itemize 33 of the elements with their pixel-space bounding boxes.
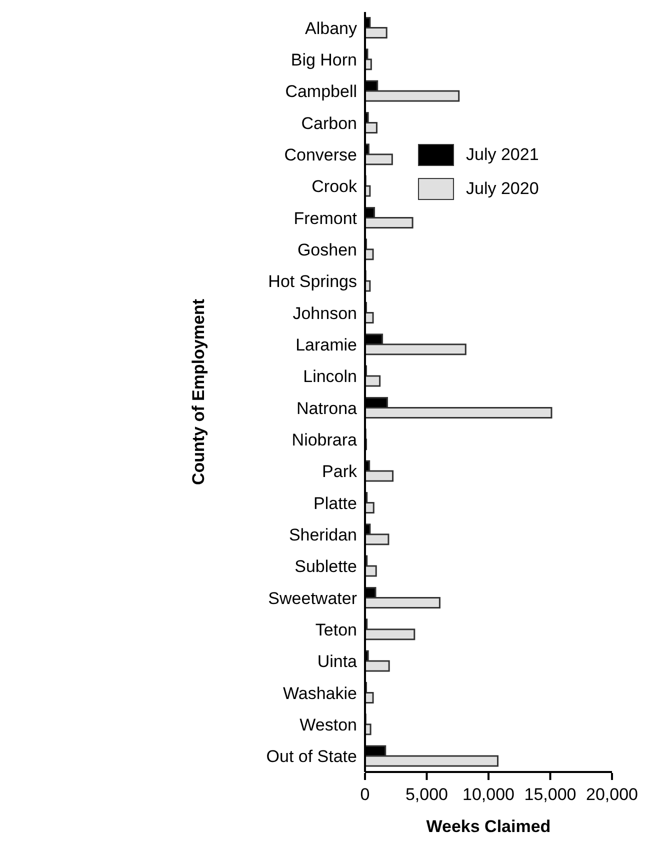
y-tick-label: Platte xyxy=(314,494,357,513)
y-tick-label: Park xyxy=(322,462,358,482)
y-tick-label: Out of State xyxy=(266,747,357,766)
y-tick-label: Goshen xyxy=(297,240,357,260)
y-tick-label: Natrona xyxy=(296,398,358,418)
y-tick-label: Carbon xyxy=(301,114,357,133)
y-tick-label: Sheridan xyxy=(288,526,357,545)
y-axis-title: County of Employment xyxy=(189,298,208,486)
x-tick-label: 15,000 xyxy=(524,785,576,804)
y-tick-label: Niobrara xyxy=(292,430,358,450)
y-tick-label: Hot Springs xyxy=(268,272,357,292)
y-tick-label: Sublette xyxy=(294,557,357,576)
y-tick-label: Washakie xyxy=(282,684,357,703)
x-tick-label: 20,000 xyxy=(586,785,638,804)
y-tick-label: Fremont xyxy=(294,208,358,228)
y-tick-label: Crook xyxy=(312,177,358,196)
y-tick-label: Albany xyxy=(305,18,358,38)
y-tick-label: Teton xyxy=(315,620,357,640)
y-tick-label: Lincoln xyxy=(303,367,357,386)
y-tick-label: Campbell xyxy=(285,82,357,102)
legend-label: July 2020 xyxy=(466,178,539,200)
y-tick-label: Converse xyxy=(284,146,357,165)
y-tick-label: Weston xyxy=(300,716,357,735)
x-tick-label: 5,000 xyxy=(405,785,448,804)
y-tick-label: Johnson xyxy=(292,304,357,323)
y-tick-label: Uinta xyxy=(317,652,358,672)
x-axis-title: Weeks Claimed xyxy=(426,817,551,836)
y-tick-label: Laramie xyxy=(296,336,357,355)
y-tick-label: Sweetwater xyxy=(268,588,358,608)
legend-label: July 2021 xyxy=(466,144,539,166)
x-tick-label: 10,000 xyxy=(462,785,514,804)
x-tick-label: 0 xyxy=(360,785,370,804)
y-tick-label: Big Horn xyxy=(290,50,357,70)
